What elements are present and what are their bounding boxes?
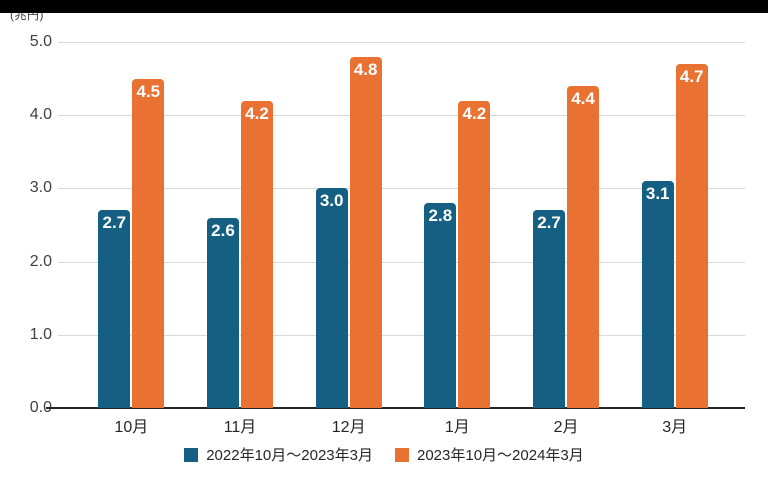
y-axis-labels: 0.0 1.0 2.0 3.0 4.0 5.0 — [0, 33, 52, 416]
plot-area — [46, 42, 745, 409]
bar-value-label: 2.7 — [102, 213, 127, 233]
bar: 4.2 — [458, 100, 491, 408]
legend: 2022年10月〜2023年3月 2023年10月〜2024年3月 — [0, 444, 768, 465]
bar-value-label: 4.2 — [462, 103, 487, 123]
y-tick-label: 1.0 — [29, 325, 52, 343]
y-tick-label: 2.0 — [29, 252, 52, 270]
bar-group-3月: 3.1 4.7 — [620, 42, 729, 408]
gridline — [58, 188, 745, 190]
legend-item: 2022年10月〜2023年3月 — [184, 444, 373, 465]
y-tick-label: 5.0 — [29, 33, 52, 50]
bar-value-label: 3.1 — [645, 184, 670, 204]
legend-item: 2023年10月〜2024年3月 — [395, 444, 584, 465]
bar-value-label: 4.8 — [353, 59, 378, 79]
legend-label: 2022年10月〜2023年3月 — [206, 447, 373, 464]
bar-group-10月: 2.7 4.5 — [77, 42, 186, 408]
bar-value-label: 4.5 — [136, 81, 161, 101]
bar: 4.4 — [567, 85, 600, 408]
x-tick-label: 2月 — [553, 419, 579, 436]
y-tick-label: 4.0 — [29, 106, 52, 124]
bar-value-label: 2.7 — [537, 213, 561, 233]
y-tick-label: 0.0 — [29, 399, 52, 416]
bar-group-11月: 2.6 4.2 — [186, 42, 295, 408]
bar: 4.2 — [241, 100, 273, 408]
bar-value-label: 3.0 — [319, 191, 344, 211]
bar-group-2月: 2.7 4.4 — [512, 42, 621, 408]
bar: 2.8 — [424, 203, 457, 408]
bar: 4.7 — [675, 63, 708, 408]
bar-groups: 2.7 4.5 2.6 4.2 3.0 4.8 2.8 4.2 2.7 4.4 3.1 4.7 — [77, 42, 729, 408]
legend-label: 2023年10月〜2024年3月 — [417, 447, 584, 464]
bar-value-label: 2.8 — [428, 206, 453, 226]
y-tick-label: 3.0 — [29, 179, 52, 197]
gridline — [58, 334, 745, 336]
x-tick-label: 10月 — [114, 419, 149, 436]
bar-group-1月: 2.8 4.2 — [403, 42, 512, 408]
x-tick-label: 1月 — [444, 419, 470, 436]
x-axis-line — [46, 407, 745, 409]
bar: 3.1 — [641, 181, 674, 408]
x-axis-labels: 10月 11月 12月 1月 2月 3月 — [77, 413, 729, 437]
gridline — [58, 115, 745, 117]
bar: 3.0 — [315, 188, 348, 408]
top-black-strip — [0, 0, 768, 13]
x-tick-label: 12月 — [331, 419, 366, 436]
bar: 4.5 — [132, 78, 165, 408]
x-tick-label: 3月 — [662, 419, 688, 436]
legend-swatch — [395, 447, 409, 462]
x-tick-label: 11月 — [223, 419, 257, 436]
bar-value-label: 4.4 — [571, 88, 595, 108]
bar-value-label: 2.6 — [211, 220, 235, 240]
bar: 2.7 — [98, 210, 131, 408]
legend-swatch — [184, 447, 199, 462]
gridline — [58, 42, 745, 43]
bar-value-label: 4.2 — [245, 103, 269, 123]
bar: 4.8 — [349, 56, 382, 408]
gridline — [58, 261, 745, 263]
bar: 2.6 — [207, 217, 239, 408]
bar: 2.7 — [533, 210, 566, 408]
bar-group-12月: 3.0 4.8 — [294, 42, 403, 408]
bar-value-label: 4.7 — [679, 66, 704, 86]
